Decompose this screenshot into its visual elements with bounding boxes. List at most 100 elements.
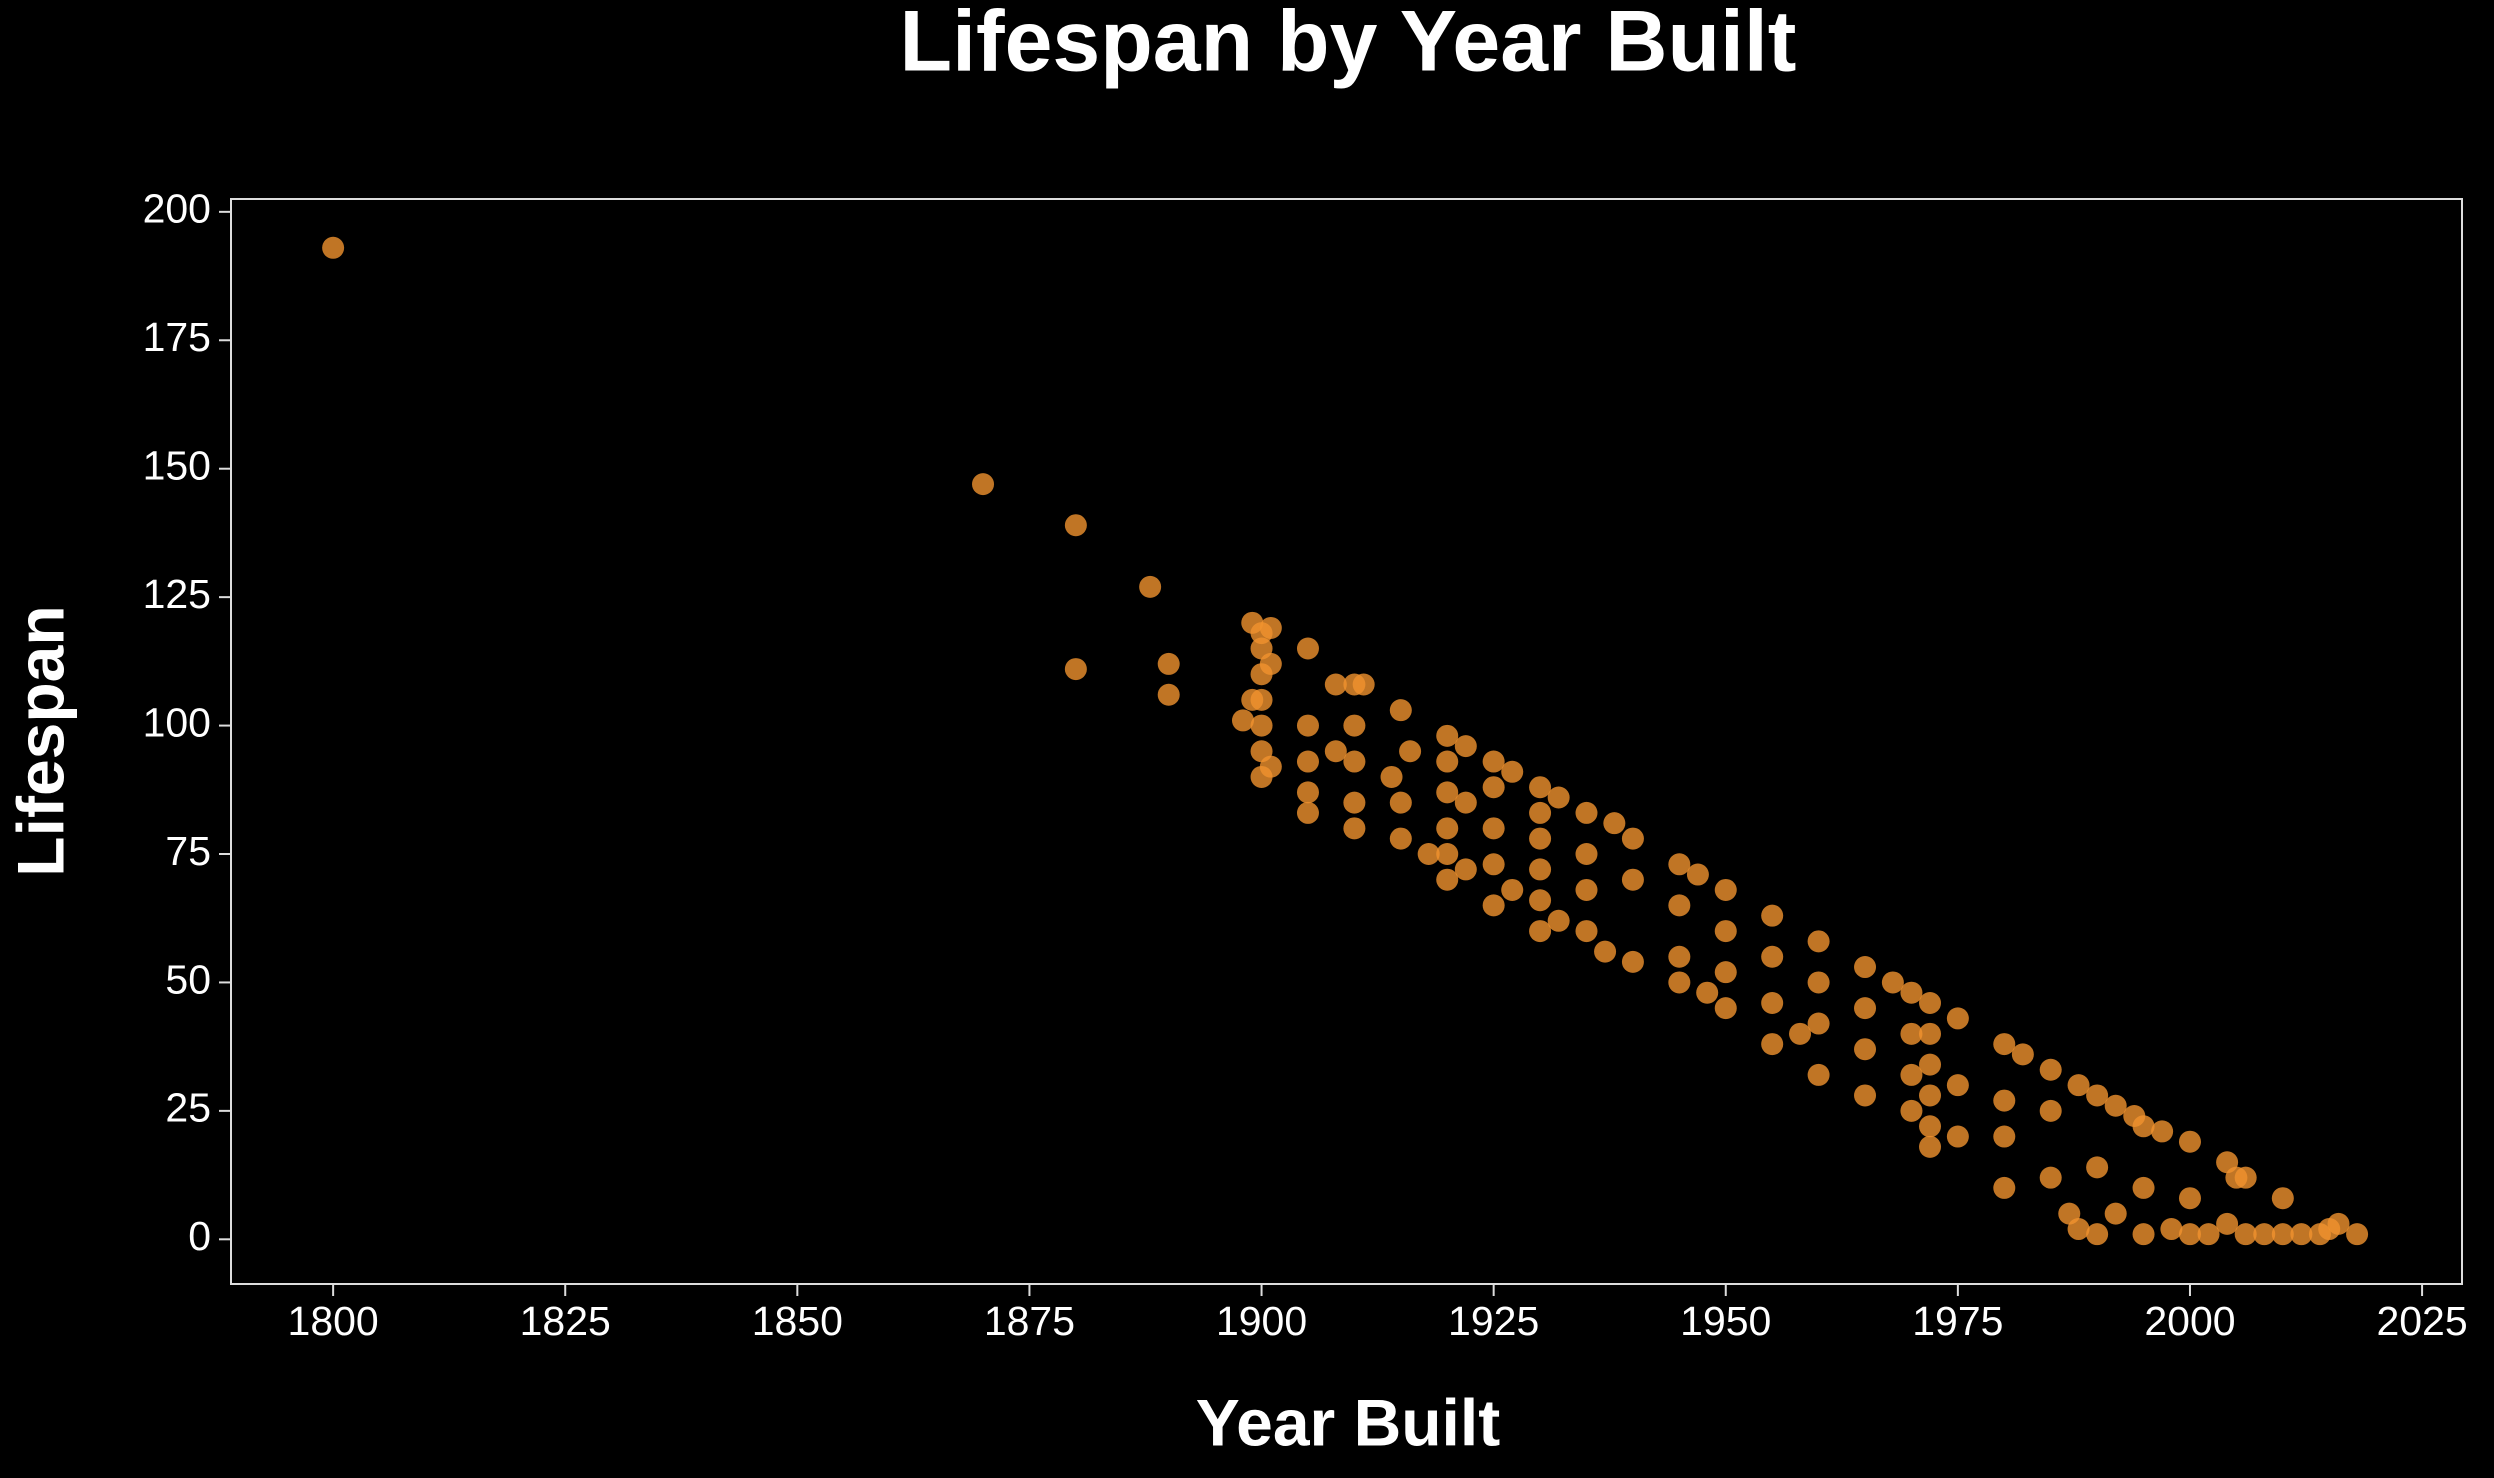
- point: [2271, 1223, 2294, 1246]
- point: [1789, 1022, 1812, 1045]
- point: [1157, 652, 1180, 675]
- point: [2132, 1176, 2155, 1199]
- point: [1575, 920, 1598, 943]
- point: [1919, 1053, 1942, 1076]
- point: [1352, 673, 1375, 696]
- point: [1436, 781, 1459, 804]
- point: [2132, 1223, 2155, 1246]
- point: [1296, 750, 1319, 773]
- point: [1343, 714, 1366, 737]
- point: [2253, 1223, 2276, 1246]
- point: [1900, 1099, 1923, 1122]
- point: [1807, 1063, 1830, 1086]
- point: [1807, 971, 1830, 994]
- point: [1761, 991, 1784, 1014]
- point: [2086, 1084, 2109, 1107]
- point: [2132, 1115, 2155, 1138]
- x-tick-label: 1975: [1912, 1298, 2003, 1344]
- point: [1482, 776, 1505, 799]
- point: [2216, 1212, 2239, 1235]
- point: [1696, 981, 1719, 1004]
- point: [2104, 1202, 2127, 1225]
- point: [2234, 1223, 2257, 1246]
- point: [1259, 652, 1282, 675]
- point: [1296, 801, 1319, 824]
- point: [1919, 1084, 1942, 1107]
- point: [2067, 1074, 2090, 1097]
- point: [2067, 1218, 2090, 1241]
- point: [1501, 878, 1524, 901]
- point: [1064, 514, 1087, 537]
- y-tick-label: 100: [143, 699, 211, 745]
- point: [1919, 1115, 1942, 1138]
- point: [1854, 1038, 1877, 1061]
- point: [1454, 858, 1477, 881]
- point: [2271, 1187, 2294, 1210]
- point: [1714, 997, 1737, 1020]
- point: [1603, 812, 1626, 835]
- point: [1436, 817, 1459, 840]
- x-axis-label: Year Built: [1196, 1385, 1500, 1459]
- point: [1807, 1012, 1830, 1035]
- x-tick-label: 2000: [2144, 1298, 2235, 1344]
- point: [1807, 930, 1830, 953]
- point: [1343, 817, 1366, 840]
- point: [1241, 688, 1264, 711]
- x-tick-label: 1850: [752, 1298, 843, 1344]
- point: [1668, 894, 1691, 917]
- point: [1575, 801, 1598, 824]
- point: [1900, 1022, 1923, 1045]
- point: [2290, 1223, 2313, 1246]
- y-tick-label: 200: [143, 186, 211, 232]
- chart-title: Lifespan by Year Built: [900, 0, 1797, 90]
- x-tick-label: 2025: [2376, 1298, 2467, 1344]
- y-tick-label: 125: [143, 571, 211, 617]
- point: [1482, 817, 1505, 840]
- point: [1529, 827, 1552, 850]
- point: [1259, 755, 1282, 778]
- point: [1454, 791, 1477, 814]
- y-tick-label: 25: [165, 1085, 211, 1131]
- y-tick-label: 0: [188, 1213, 211, 1259]
- point: [1993, 1125, 2016, 1148]
- y-tick-label: 50: [165, 956, 211, 1002]
- point: [1946, 1125, 1969, 1148]
- point: [2039, 1166, 2062, 1189]
- point: [1854, 956, 1877, 979]
- point: [1389, 699, 1412, 722]
- point: [1482, 894, 1505, 917]
- point: [1436, 868, 1459, 891]
- y-tick-label: 75: [165, 828, 211, 874]
- point: [2234, 1166, 2257, 1189]
- point: [1482, 750, 1505, 773]
- point: [2160, 1218, 2183, 1241]
- point: [1417, 843, 1440, 866]
- point: [2011, 1043, 2034, 1066]
- point: [2346, 1223, 2369, 1246]
- point: [1157, 683, 1180, 706]
- point: [2086, 1156, 2109, 1179]
- point: [1324, 740, 1347, 763]
- x-tick-label: 1950: [1680, 1298, 1771, 1344]
- point: [1250, 714, 1273, 737]
- y-tick-label: 150: [143, 443, 211, 489]
- point: [2039, 1099, 2062, 1122]
- point: [1324, 673, 1347, 696]
- point: [1296, 781, 1319, 804]
- point: [1946, 1007, 1969, 1030]
- point: [1575, 878, 1598, 901]
- point: [1343, 750, 1366, 773]
- x-tick-label: 1875: [984, 1298, 1075, 1344]
- point: [1231, 709, 1254, 732]
- point: [322, 236, 345, 259]
- point: [1296, 714, 1319, 737]
- point: [1761, 1033, 1784, 1056]
- point: [1621, 950, 1644, 973]
- point: [1547, 786, 1570, 809]
- point: [1668, 945, 1691, 968]
- point: [1380, 765, 1403, 788]
- point: [1761, 945, 1784, 968]
- point: [1761, 904, 1784, 927]
- point: [1621, 868, 1644, 891]
